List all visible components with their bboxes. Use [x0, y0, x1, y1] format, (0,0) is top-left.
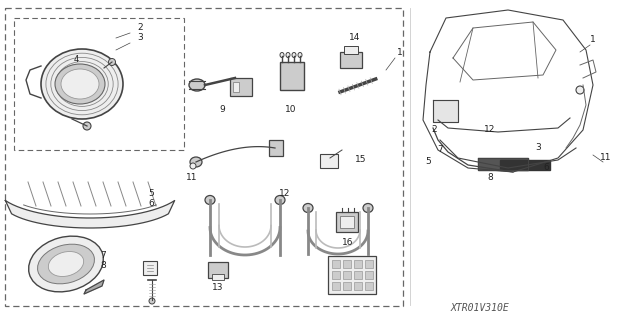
Text: 3: 3: [137, 33, 143, 42]
Bar: [354, 260, 362, 268]
Ellipse shape: [55, 64, 105, 104]
Ellipse shape: [38, 244, 95, 284]
Text: 6: 6: [543, 164, 549, 173]
Bar: [340, 52, 362, 68]
Ellipse shape: [41, 49, 123, 119]
Bar: [332, 260, 340, 268]
Bar: [354, 282, 362, 290]
Ellipse shape: [29, 236, 104, 292]
Text: 1: 1: [590, 35, 596, 44]
Text: 4: 4: [74, 55, 79, 64]
Polygon shape: [84, 280, 104, 294]
Text: 7: 7: [437, 145, 443, 154]
Bar: [340, 216, 354, 228]
Bar: [343, 271, 351, 279]
Text: 1: 1: [397, 48, 403, 57]
Ellipse shape: [49, 251, 84, 277]
Bar: [365, 260, 373, 268]
Ellipse shape: [205, 196, 215, 204]
Bar: [208, 262, 228, 278]
Text: 13: 13: [212, 283, 224, 292]
Text: 8: 8: [487, 174, 493, 182]
Text: 2: 2: [431, 125, 437, 135]
Bar: [365, 282, 373, 290]
Text: 12: 12: [484, 125, 496, 135]
Bar: [336, 212, 358, 232]
Circle shape: [190, 163, 196, 169]
Ellipse shape: [190, 157, 202, 167]
Circle shape: [576, 86, 584, 94]
Ellipse shape: [363, 204, 373, 212]
Polygon shape: [478, 158, 528, 170]
Bar: [332, 271, 340, 279]
Circle shape: [109, 58, 115, 65]
Text: 16: 16: [342, 238, 354, 247]
Bar: [233, 82, 239, 92]
Bar: [365, 271, 373, 279]
Bar: [14, 18, 184, 150]
Text: 10: 10: [285, 105, 297, 114]
Text: 3: 3: [535, 144, 541, 152]
Bar: [343, 260, 351, 268]
Text: 7: 7: [100, 251, 106, 260]
Polygon shape: [500, 160, 550, 170]
Bar: [143, 261, 157, 275]
Circle shape: [149, 298, 155, 304]
Text: 5: 5: [148, 189, 154, 198]
Bar: [344, 46, 358, 54]
Ellipse shape: [189, 79, 205, 91]
Ellipse shape: [275, 196, 285, 204]
Ellipse shape: [298, 53, 302, 57]
Ellipse shape: [292, 53, 296, 57]
Bar: [212, 274, 224, 280]
Text: 11: 11: [600, 153, 612, 162]
Text: 2: 2: [137, 23, 143, 32]
Bar: [230, 78, 252, 96]
Text: 6: 6: [148, 199, 154, 208]
Text: 14: 14: [349, 33, 361, 42]
Bar: [332, 282, 340, 290]
Text: 11: 11: [186, 173, 198, 182]
Bar: [343, 282, 351, 290]
Text: XTR01V310E: XTR01V310E: [451, 303, 509, 313]
Text: 15: 15: [355, 155, 367, 164]
Polygon shape: [5, 201, 175, 228]
Ellipse shape: [303, 204, 313, 212]
Ellipse shape: [280, 53, 284, 57]
Bar: [5, 8, 403, 306]
Bar: [354, 271, 362, 279]
Bar: [320, 154, 338, 168]
Ellipse shape: [61, 69, 99, 99]
Circle shape: [83, 122, 91, 130]
Bar: [269, 140, 283, 156]
Text: 12: 12: [279, 189, 291, 198]
Polygon shape: [433, 100, 458, 122]
Text: 8: 8: [100, 261, 106, 270]
Text: 9: 9: [219, 105, 225, 114]
Ellipse shape: [286, 53, 290, 57]
Bar: [328, 256, 376, 294]
Text: 5: 5: [425, 158, 431, 167]
Bar: [280, 62, 304, 90]
